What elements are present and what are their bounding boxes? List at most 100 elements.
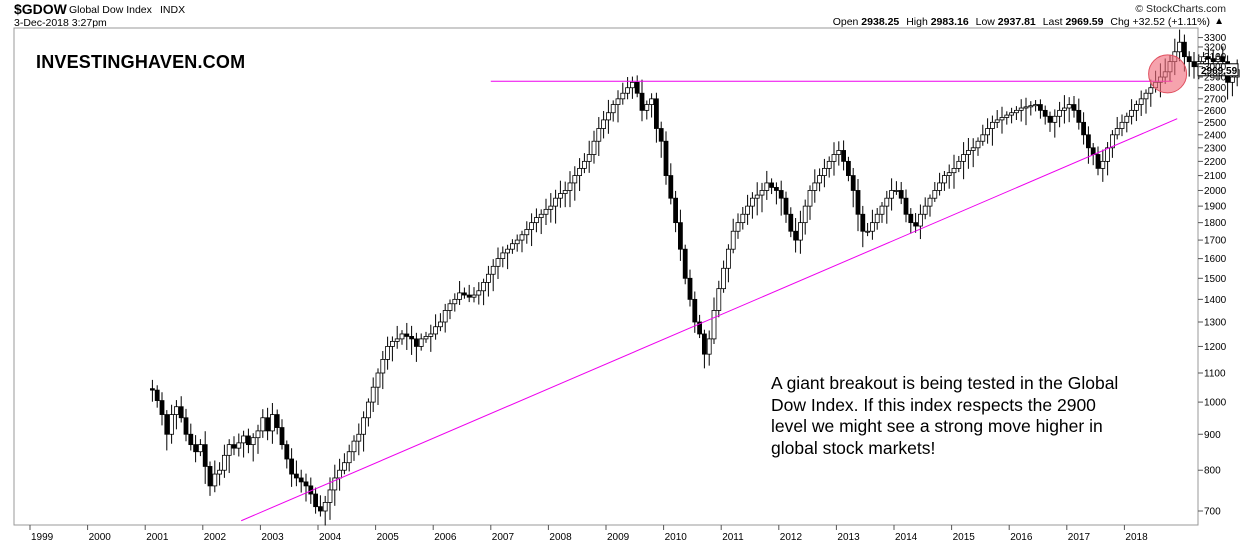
candle-body [663, 140, 669, 176]
ticker-symbol: $GDOW [14, 1, 67, 17]
candle-body [855, 190, 861, 215]
candle-body [942, 175, 947, 184]
candle-body [567, 182, 573, 191]
candle-body [476, 290, 482, 296]
candle-body [322, 501, 328, 512]
candle-body [759, 190, 765, 196]
candle-body [169, 414, 175, 435]
candle-body [1201, 56, 1206, 63]
candle-body [860, 213, 866, 232]
candle-body [783, 197, 789, 215]
candle-body [1014, 109, 1019, 114]
candle-body [188, 433, 194, 446]
y-tick-label: 1000 [1204, 398, 1227, 409]
candle-body [726, 248, 731, 269]
candle-body [558, 193, 563, 199]
candle-body [1023, 106, 1029, 109]
candle-body [716, 288, 722, 311]
candle-body [457, 292, 463, 300]
high-value: 2983.16 [930, 16, 969, 28]
annotation-text: A giant breakout is being tested in the … [771, 373, 1119, 458]
candle-body [265, 417, 271, 432]
candle-body [236, 442, 242, 449]
candle-body [1042, 109, 1048, 117]
x-tick-label: 2007 [492, 532, 515, 543]
last-price-label: 2969.59 [1201, 66, 1238, 77]
candle-body [946, 172, 952, 176]
candle-body [1057, 109, 1062, 117]
candle-body [692, 298, 698, 323]
y-tick-label: 1800 [1204, 218, 1227, 229]
candle-body [361, 417, 367, 435]
open-value: 2938.25 [861, 16, 900, 28]
candle-body [601, 119, 606, 129]
candle-body [241, 435, 247, 444]
candle-body [255, 430, 261, 439]
candle-body [1129, 109, 1134, 117]
candle-body [437, 321, 443, 328]
candle-body [1018, 107, 1024, 111]
candle-body [164, 414, 170, 435]
candle-body [668, 175, 674, 199]
candle-body [850, 175, 856, 191]
highlight-circle [1148, 54, 1188, 94]
candle-body [226, 444, 232, 456]
candle-body [764, 182, 770, 191]
candle-body [529, 222, 534, 230]
candle-body [1100, 160, 1106, 169]
candles [149, 29, 1240, 526]
candle-body [385, 346, 391, 360]
candle-body [428, 333, 434, 337]
candle-body [394, 338, 400, 342]
candle-body [889, 190, 894, 199]
candle-body [634, 81, 640, 94]
candle-body [346, 451, 352, 464]
candle-body [481, 282, 487, 292]
candle-body [874, 213, 880, 224]
y-tick-label: 2900 [1204, 73, 1227, 84]
x-tick-label: 2001 [146, 532, 169, 543]
candle-body [1009, 112, 1014, 116]
candle-body [1210, 58, 1216, 63]
y-tick-label: 1100 [1204, 369, 1226, 380]
up-arrow-icon: ▲ [1214, 16, 1224, 27]
candle-body [1182, 41, 1187, 58]
y-tick-label: 2700 [1204, 94, 1227, 105]
y-tick-label: 3200 [1204, 42, 1227, 53]
candle-body [1004, 114, 1010, 118]
candle-body [495, 258, 501, 267]
x-tick-label: 2018 [1125, 532, 1148, 543]
candle-body [389, 340, 395, 347]
candle-body [159, 400, 165, 415]
x-tick-label: 2017 [1068, 532, 1091, 543]
candle-body [793, 230, 798, 241]
candle-body [1191, 61, 1197, 68]
high-label: High [906, 16, 928, 28]
candle-body [980, 134, 986, 142]
candle-body [630, 81, 635, 89]
candle-body [985, 128, 990, 136]
candle-body [399, 333, 405, 340]
candle-body [644, 104, 650, 111]
low-value: 2937.81 [997, 16, 1036, 28]
candle-body [745, 205, 750, 215]
candle-body [586, 154, 592, 162]
candle-body [1215, 56, 1221, 63]
candle-body [380, 359, 386, 374]
candle-body [562, 190, 568, 194]
watermark: INVESTINGHAVEN.COM [36, 52, 246, 72]
candle-body [317, 506, 323, 512]
candle-body [572, 175, 578, 184]
candle-body [918, 213, 923, 227]
candle-body [596, 128, 602, 142]
candle-body [879, 205, 885, 215]
candle-body [865, 230, 870, 233]
y-tick-label: 3100 [1204, 52, 1227, 63]
candle-body [1230, 76, 1235, 83]
candle-body [1095, 154, 1101, 169]
candle-body [1143, 92, 1149, 100]
candle-body [197, 444, 203, 453]
candle-body [433, 326, 439, 335]
candle-body [730, 230, 736, 250]
candle-body [1090, 147, 1096, 155]
